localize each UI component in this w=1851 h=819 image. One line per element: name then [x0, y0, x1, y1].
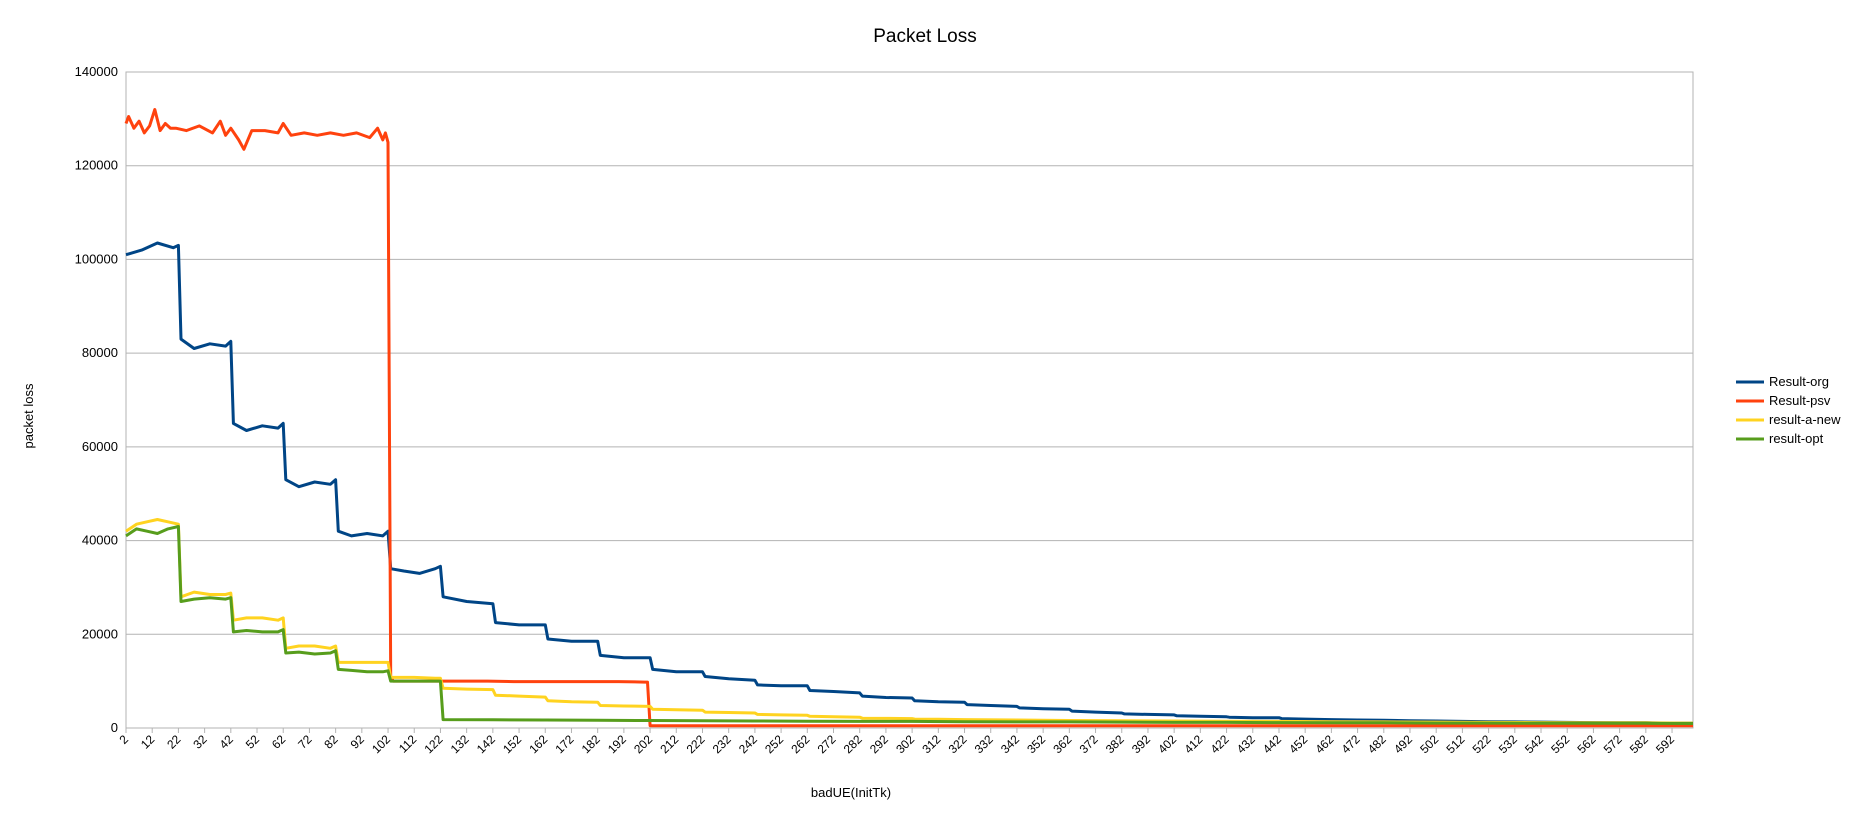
chart-title: Packet Loss	[873, 26, 977, 47]
x-tick-label: 52	[243, 732, 263, 752]
y-tick-label: 140000	[75, 64, 118, 79]
x-tick-label: 332	[972, 732, 996, 756]
x-tick-label: 542	[1522, 732, 1546, 756]
x-tick-label: 212	[657, 732, 681, 756]
x-tick-label: 22	[164, 732, 184, 752]
x-tick-label: 292	[867, 732, 891, 756]
x-tick-label: 532	[1496, 732, 1520, 756]
x-tick-label: 432	[1234, 732, 1258, 756]
x-tick-label: 402	[1155, 732, 1179, 756]
plot-area-frame	[125, 71, 1694, 729]
x-tick-label: 42	[217, 732, 237, 752]
y-tick-label: 120000	[75, 158, 118, 173]
y-tick-label: 40000	[82, 533, 118, 548]
legend-label: result-a-new	[1769, 412, 1841, 427]
x-tick-label: 32	[190, 732, 210, 752]
y-axis-label: packet loss	[21, 383, 36, 449]
gridlines	[126, 71, 1693, 729]
x-tick-label: 472	[1339, 732, 1363, 756]
x-tick-label: 72	[295, 732, 315, 752]
x-tick-label: 232	[710, 732, 734, 756]
y-tick-label: 0	[111, 720, 118, 735]
x-tick-label: 82	[321, 732, 341, 752]
x-tick-label: 142	[474, 732, 498, 756]
x-tick-label: 262	[788, 732, 812, 756]
x-tick-label: 282	[841, 732, 865, 756]
series-line-result-opt	[125, 525, 1694, 725]
x-tick-label: 512	[1443, 732, 1467, 756]
x-tick-label: 492	[1391, 732, 1415, 756]
x-tick-label: 182	[579, 732, 603, 756]
y-tick-label: 20000	[82, 626, 118, 641]
x-tick-label: 112	[396, 732, 420, 756]
y-tick-label: 80000	[82, 345, 118, 360]
y-axis-ticks: 0 20000 40000 60000 80000 100000 120000 140000	[75, 64, 118, 735]
x-tick-label: 382	[1103, 732, 1127, 756]
x-tick-label: 502	[1417, 732, 1441, 756]
x-tick-label: 312	[919, 732, 943, 756]
x-tick-label: 192	[605, 732, 629, 756]
x-tick-label: 522	[1470, 732, 1494, 756]
x-tick-label: 452	[1286, 732, 1310, 756]
legend: Result-org Result-psv result-a-new result-o…	[1736, 374, 1841, 446]
legend-label: result-opt	[1769, 431, 1824, 446]
x-tick-label: 222	[684, 732, 708, 756]
x-tick-label: 252	[762, 732, 786, 756]
x-tick-label: 462	[1312, 732, 1336, 756]
x-axis-ticks: 2 12 22 32 42 52 62 72 82 92 102 112 122 132 142 152 162…	[116, 728, 1677, 756]
x-tick-label: 2	[116, 732, 131, 747]
y-tick-label: 60000	[82, 439, 118, 454]
x-tick-label: 12	[138, 732, 158, 752]
series-line-result-a-new	[125, 518, 1694, 725]
x-tick-label: 362	[1050, 732, 1074, 756]
x-tick-label: 102	[369, 732, 393, 756]
x-tick-label: 562	[1574, 732, 1598, 756]
x-tick-label: 272	[815, 732, 839, 756]
x-tick-label: 92	[348, 732, 368, 752]
series-line-Result-psv	[124, 108, 1693, 728]
x-tick-label: 592	[1653, 732, 1677, 756]
x-tick-label: 242	[736, 732, 760, 756]
x-tick-label: 342	[998, 732, 1022, 756]
series-lines	[124, 108, 1694, 728]
series-line-Result-org	[125, 241, 1693, 725]
x-tick-label: 322	[946, 732, 970, 756]
legend-label: Result-org	[1769, 374, 1829, 389]
y-tick-label: 100000	[75, 251, 118, 266]
x-tick-label: 552	[1548, 732, 1572, 756]
x-tick-label: 442	[1260, 732, 1284, 756]
x-tick-label: 302	[893, 732, 917, 756]
x-tick-label: 572	[1601, 732, 1625, 756]
x-tick-label: 422	[1208, 732, 1232, 756]
x-tick-label: 202	[631, 732, 655, 756]
x-tick-label: 352	[1024, 732, 1048, 756]
x-tick-label: 582	[1627, 732, 1651, 756]
x-tick-label: 162	[526, 732, 550, 756]
x-tick-label: 172	[553, 732, 577, 756]
x-tick-label: 412	[1181, 732, 1205, 756]
x-tick-label: 372	[1077, 732, 1101, 756]
x-axis-label: badUE(InitTk)	[811, 785, 891, 800]
legend-label: Result-psv	[1769, 393, 1831, 408]
x-tick-label: 122	[422, 732, 446, 756]
x-tick-label: 152	[500, 732, 524, 756]
x-tick-label: 62	[269, 732, 289, 752]
x-tick-label: 392	[1129, 732, 1153, 756]
x-tick-label: 132	[448, 732, 472, 756]
x-tick-label: 482	[1365, 732, 1389, 756]
